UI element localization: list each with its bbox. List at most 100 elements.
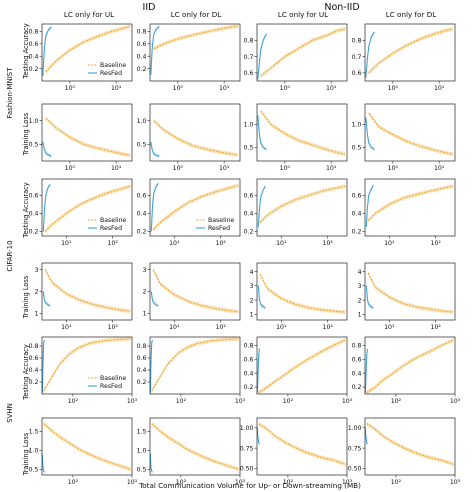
- series-band-baseline-r2c1: [45, 116, 131, 158]
- panel-r5c3: 10² 10³ 0.2 0.4 0.6 0.8: [244, 336, 353, 405]
- y-tick-label-r6c2-1: 1.0: [137, 448, 147, 455]
- column-title-3: LC only for UL: [278, 10, 328, 19]
- series-band-baseline-r1c3: [260, 26, 346, 79]
- y-tick-label-r6c1-1: 1.0: [29, 448, 39, 455]
- axes-frame-r4c3: [256, 262, 348, 321]
- panel-plot-r3c3: [257, 184, 346, 229]
- x-tick-label-r3c4-0: 10¹: [384, 240, 395, 247]
- y-tick-label-r4c3-3: 4: [250, 269, 254, 276]
- x-tick-label-r4c4-0: 10¹: [384, 324, 395, 331]
- row-group-label-cifar-10: CIFAR-10: [6, 240, 14, 271]
- y-tick-label-r4c4-1: 2: [358, 297, 362, 304]
- series-line-baseline-r5c1: [43, 338, 131, 392]
- series-band-baseline-r3c4: [368, 184, 454, 223]
- x-tick-label-r1c4-1: 10¹: [434, 85, 445, 92]
- legend-label-baseline-r3c2: Baseline: [208, 217, 234, 224]
- series-band-baseline-r3c1: [45, 184, 131, 234]
- x-tick-label-r4c2-1: 10²: [216, 324, 227, 331]
- series-band-baseline-r4c1: [45, 267, 131, 314]
- y-tick-label-r3c2-1: 0.4: [137, 211, 147, 218]
- panel-r6c1: 10² 10³ 0.5 1.0 1.5: [29, 417, 138, 486]
- x-tick-label-r4c2-0: 10¹: [169, 324, 180, 331]
- y-tick-label-r1c2-3: 0.8: [137, 29, 147, 36]
- y-tick-label-r4c1-2: 3: [35, 267, 39, 274]
- legend-label-resfed-r5c1: ResFed: [100, 383, 122, 390]
- y-tick-label-r5c3-1: 0.4: [244, 370, 254, 377]
- panel-r3c3: 10¹ 10² 0.2 0.4 0.6: [244, 178, 348, 247]
- y-tick-label-r2c1-0: 0.5: [29, 142, 39, 149]
- axes-frame-r3c1: [41, 178, 133, 237]
- row-group-label-fashion-mnist: Fashion-MNIST: [6, 67, 14, 119]
- series-line-baseline-r1c4: [368, 28, 454, 74]
- x-tick-label-r5c4-1: 10³: [450, 398, 461, 405]
- x-tick-label-r1c1-0: 10⁰: [65, 85, 76, 92]
- y-tick-label-r4c4-2: 3: [358, 283, 362, 290]
- x-tick-label-r3c2-0: 10¹: [169, 240, 180, 247]
- series-line-resfed-r3c1: [42, 184, 51, 232]
- x-tick-label-r1c4-0: 10⁰: [388, 85, 399, 92]
- panel-r1c2: 10⁰ 10¹ 0.2 0.4 0.6 0.8: [137, 23, 241, 92]
- series-line-baseline-r5c3: [258, 339, 346, 394]
- panel-r3c4: 10¹ 10² 0.2 0.4 0.6: [352, 178, 456, 247]
- series-line-resfed-r5c1: [42, 339, 45, 393]
- legend-label-baseline-r3c1: Baseline: [100, 217, 126, 224]
- x-tick-label-r4c1-0: 10¹: [61, 324, 72, 331]
- panel-plot-r5c2: [150, 337, 239, 394]
- x-tick-label-r4c3-1: 10²: [323, 324, 334, 331]
- legend-label-baseline-r1c1: Baseline: [100, 62, 126, 69]
- y-tick-label-r6c1-0: 0.5: [29, 467, 39, 474]
- y-tick-label-r1c4-0: 0.6: [352, 70, 362, 77]
- y-tick-label-r1c2-2: 0.6: [137, 41, 147, 48]
- axes-frame-r1c3: [256, 23, 348, 82]
- panel-r2c1: 10⁰ 10¹ 0.5 1.0: [29, 103, 133, 172]
- series-band-baseline-r6c1: [43, 421, 131, 472]
- y-tick-label-r5c1-2: 0.6: [29, 355, 39, 362]
- y-tick-label-r5c2-1: 0.4: [137, 367, 147, 374]
- panel-plot-r1c1: [42, 24, 131, 78]
- axes-frame-r3c2: [149, 178, 241, 237]
- y-tick-label-r5c2-0: 0.2: [137, 379, 147, 386]
- axes-frame-r6c3: [256, 417, 348, 476]
- y-tick-label-r4c3-1: 2: [250, 297, 254, 304]
- series-line-resfed-r4c3: [257, 285, 266, 309]
- series-band-resfed-r2c1: [42, 140, 52, 158]
- y-tick-label-r1c3-2: 0.8: [244, 37, 254, 44]
- series-line-baseline-r1c3: [260, 28, 346, 77]
- y-tick-label-r5c3-0: 0.2: [244, 384, 254, 391]
- x-tick-label-r1c3-0: 10⁰: [280, 85, 291, 92]
- series-band-baseline-r4c4: [368, 271, 454, 314]
- series-line-resfed-r2c1: [42, 141, 52, 157]
- series-line-baseline-r3c3: [259, 185, 346, 223]
- legend-label-resfed-r1c1: ResFed: [100, 70, 122, 77]
- legend-label-baseline-r5c1: Baseline: [100, 375, 126, 382]
- panel-plot-r3c2: [150, 181, 239, 234]
- x-tick-label-r5c4-0: 10²: [391, 398, 402, 405]
- series-line-resfed-r6c1: [42, 454, 45, 473]
- panel-plot-r4c1: [42, 267, 131, 314]
- axes-frame-r2c2: [149, 103, 241, 162]
- x-tick-label-r5c3-1: 10³: [342, 398, 353, 405]
- panel-plot-r1c4: [365, 26, 454, 80]
- panel-plot-r5c1: [42, 337, 131, 394]
- series-line-baseline-r6c2: [151, 423, 239, 470]
- y-tick-label-r3c4-1: 0.4: [352, 211, 362, 218]
- y-tick-label-r6c4-0: 0.50: [348, 466, 362, 473]
- row-ylabel-4: Training Loss: [22, 275, 30, 319]
- legend-label-resfed-r3c1: ResFed: [100, 225, 122, 232]
- axes-frame-r4c4: [364, 262, 456, 321]
- y-tick-label-r3c2-2: 0.6: [137, 192, 147, 199]
- y-tick-label-r4c4-3: 4: [358, 269, 362, 276]
- y-tick-label-r2c3-1: 1.0: [244, 122, 254, 129]
- series-line-baseline-r2c4: [368, 112, 454, 155]
- column-title-2: LC only for DL: [171, 10, 222, 19]
- series-band-baseline-r2c3: [260, 108, 346, 157]
- row-ylabel-3: Testing Accuracy: [22, 182, 30, 238]
- panel-plot-r1c2: [150, 24, 239, 77]
- y-tick-label-r6c4-2: 1.00: [348, 425, 362, 432]
- x-tick-label-r6c4-0: 10²: [391, 479, 402, 486]
- group-title-noniid: Non-IID: [324, 2, 359, 13]
- x-tick-label-r5c2-0: 10²: [176, 398, 187, 405]
- y-tick-label-r5c4-0: 0.2: [352, 384, 362, 391]
